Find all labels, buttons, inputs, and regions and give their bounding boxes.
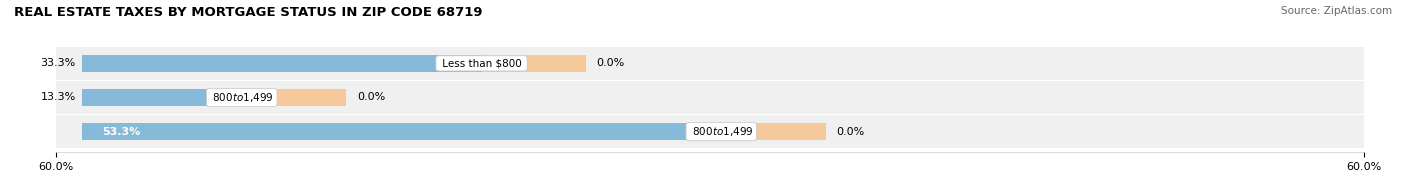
Text: Less than $800: Less than $800 [439,58,524,68]
Bar [56,115,1364,148]
Bar [721,123,825,140]
Bar [56,47,1364,80]
Text: Source: ZipAtlas.com: Source: ZipAtlas.com [1281,6,1392,16]
Bar [83,123,721,140]
Bar [242,89,346,106]
Text: REAL ESTATE TAXES BY MORTGAGE STATUS IN ZIP CODE 68719: REAL ESTATE TAXES BY MORTGAGE STATUS IN … [14,6,482,19]
Bar [56,81,1364,114]
Text: $800 to $1,499: $800 to $1,499 [209,91,274,104]
Text: 0.0%: 0.0% [357,92,385,103]
Text: 33.3%: 33.3% [41,58,76,68]
Text: $800 to $1,499: $800 to $1,499 [689,125,754,138]
Text: 53.3%: 53.3% [103,127,141,137]
Text: 0.0%: 0.0% [837,127,865,137]
Text: 0.0%: 0.0% [596,58,624,68]
Text: 13.3%: 13.3% [41,92,76,103]
Bar [83,54,481,72]
Bar [481,54,586,72]
Bar [83,89,242,106]
